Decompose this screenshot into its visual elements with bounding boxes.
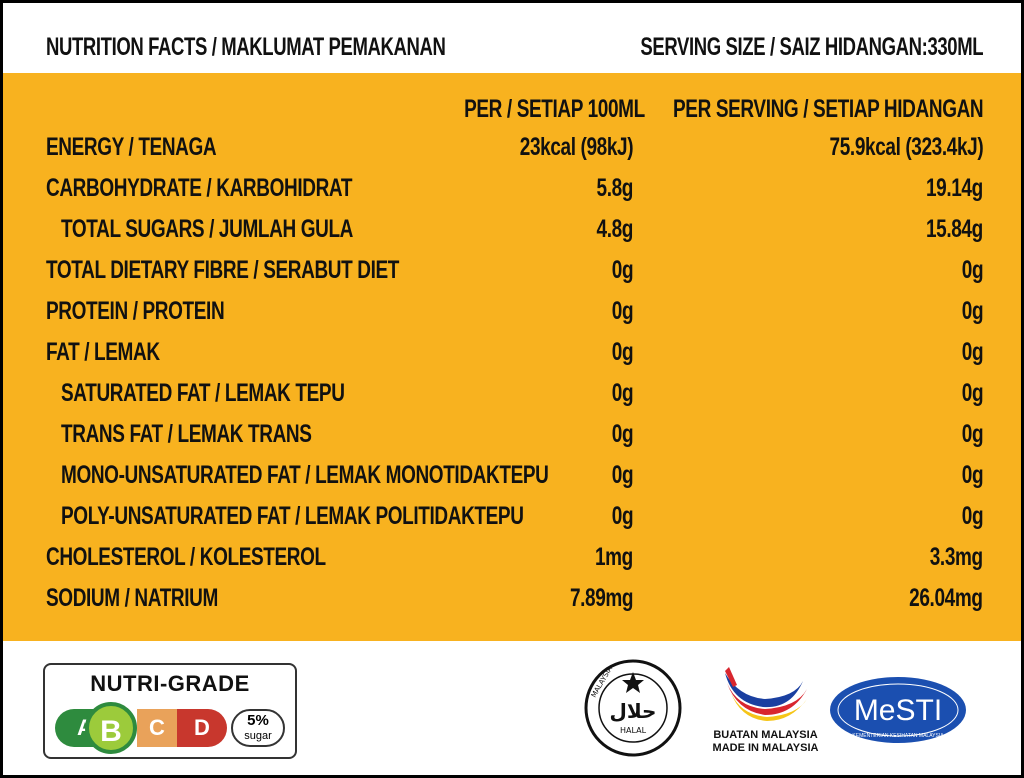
sugar-percent: 5% <box>247 712 269 729</box>
halal-sub: HALAL <box>620 726 647 735</box>
value-per-serving: 0g <box>961 461 984 489</box>
value-per-serving: 26.04mg <box>909 584 984 612</box>
column-header-per-100ml: PER / SETIAP 100ML <box>464 95 645 123</box>
halal-arabic: حلال <box>610 699 657 723</box>
nutrient-row: TRANS FAT / LEMAK TRANS 0g 0g <box>3 420 1021 461</box>
value-per-serving: 0g <box>961 256 984 284</box>
grade-d: D <box>177 709 227 747</box>
value-per-serving: 0g <box>961 379 984 407</box>
nutrient-label: TRANS FAT / LEMAK TRANS <box>61 420 312 448</box>
nutrient-label: MONO-UNSATURATED FAT / LEMAK MONOTIDAKTE… <box>61 461 549 489</box>
nutrient-row: POLY-UNSATURATED FAT / LEMAK POLITIDAKTE… <box>3 502 1021 543</box>
nutrient-row: PROTEIN / PROTEIN 0g 0g <box>3 297 1021 338</box>
value-per-100ml: 0g <box>611 297 634 325</box>
nutrient-row: SODIUM / NATRIUM 7.89mg 26.04mg <box>3 584 1021 625</box>
nutri-grade-title: NUTRI-GRADE <box>90 671 250 696</box>
value-per-serving: 0g <box>961 502 984 530</box>
nutrient-label: CHOLESTEROL / KOLESTEROL <box>46 543 326 571</box>
nutrition-table: PER / SETIAP 100ML PER SERVING / SETIAP … <box>3 73 1021 641</box>
nutrient-row: CHOLESTEROL / KOLESTEROL 1mg 3.3mg <box>3 543 1021 584</box>
value-per-100ml: 7.89mg <box>569 584 634 612</box>
nutrient-label: FAT / LEMAK <box>46 338 160 366</box>
nutrient-label: TOTAL DIETARY FIBRE / SERABUT DIET <box>46 256 400 284</box>
made-in-malaysia-icon <box>725 667 807 721</box>
nutrient-row: ENERGY / TENAGA 23kcal (98kJ) 75.9kcal (32… <box>3 133 1021 174</box>
label-title: NUTRITION FACTS / MAKLUMAT PEMAKANAN <box>46 33 446 61</box>
nutrient-row: TOTAL SUGARS / JUMLAH GULA 4.8g 15.84g <box>3 215 1021 256</box>
value-per-serving: 19.14g <box>926 174 983 202</box>
grade-c: C <box>137 709 177 747</box>
nutri-grade-badge: NUTRI-GRADE A C D B 5% sugar <box>43 663 297 759</box>
value-per-serving: 0g <box>961 338 984 366</box>
mesti-logo-icon: MeSTI KEMENTERIAN KESIHATAN MALAYSIA <box>830 677 966 743</box>
value-per-100ml: 5.8g <box>596 174 633 202</box>
nutrient-label: POLY-UNSATURATED FAT / LEMAK POLITIDAKTE… <box>61 502 524 530</box>
value-per-serving: 15.84g <box>926 215 983 243</box>
made-in-malaysia-line1: BUATAN MALAYSIA <box>713 729 818 741</box>
value-per-serving: 75.9kcal (323.4kJ) <box>829 133 983 161</box>
nutrient-label: SATURATED FAT / LEMAK TEPU <box>61 379 345 407</box>
column-header-per-serving: PER SERVING / SETIAP HIDANGAN <box>672 95 984 123</box>
value-per-100ml: 0g <box>611 379 634 407</box>
value-per-100ml: 23kcal (98kJ) <box>519 133 634 161</box>
nutrient-row: FAT / LEMAK 0g 0g <box>3 338 1021 379</box>
value-per-100ml: 0g <box>611 256 634 284</box>
mesti-sub: KEMENTERIAN KESIHATAN MALAYSIA <box>852 733 944 739</box>
sugar-percent-badge: 5% sugar <box>231 709 285 747</box>
nutrient-label: SODIUM / NATRIUM <box>46 584 218 612</box>
nutrient-label: CARBOHYDRATE / KARBOHIDRAT <box>46 174 353 202</box>
nutrient-label: ENERGY / TENAGA <box>46 133 217 161</box>
nutrient-row: MONO-UNSATURATED FAT / LEMAK MONOTIDAKTE… <box>3 461 1021 502</box>
serving-size: SERVING SIZE / SAIZ HIDANGAN:330ML <box>640 33 983 61</box>
nutrition-label: NUTRITION FACTS / MAKLUMAT PEMAKANAN SER… <box>3 3 1021 775</box>
value-per-100ml: 0g <box>611 502 634 530</box>
value-per-serving: 3.3mg <box>929 543 983 571</box>
nutrient-row: SATURATED FAT / LEMAK TEPU 0g 0g <box>3 379 1021 420</box>
nutrient-label: PROTEIN / PROTEIN <box>46 297 225 325</box>
grade-b-selected: B <box>85 702 137 754</box>
halal-logo-icon: حلال HALAL MALAYSIA <box>584 659 682 757</box>
sugar-label: sugar <box>244 730 272 742</box>
value-per-100ml: 4.8g <box>596 215 633 243</box>
value-per-serving: 0g <box>961 420 984 448</box>
label-header: NUTRITION FACTS / MAKLUMAT PEMAKANAN SER… <box>3 3 1021 73</box>
made-in-malaysia-logo: BUATAN MALAYSIA MADE IN MALAYSIA <box>703 663 828 758</box>
value-per-100ml: 0g <box>611 420 634 448</box>
made-in-malaysia-line2: MADE IN MALAYSIA <box>712 742 819 754</box>
mesti-text: MeSTI <box>854 694 942 727</box>
value-per-100ml: 1mg <box>595 543 633 571</box>
value-per-100ml: 0g <box>611 461 634 489</box>
value-per-serving: 0g <box>961 297 984 325</box>
nutrient-label: TOTAL SUGARS / JUMLAH GULA <box>61 215 354 243</box>
nutrient-row: TOTAL DIETARY FIBRE / SERABUT DIET 0g 0g <box>3 256 1021 297</box>
nutrient-row: CARBOHYDRATE / KARBOHIDRAT 5.8g 19.14g <box>3 174 1021 215</box>
value-per-100ml: 0g <box>611 338 634 366</box>
